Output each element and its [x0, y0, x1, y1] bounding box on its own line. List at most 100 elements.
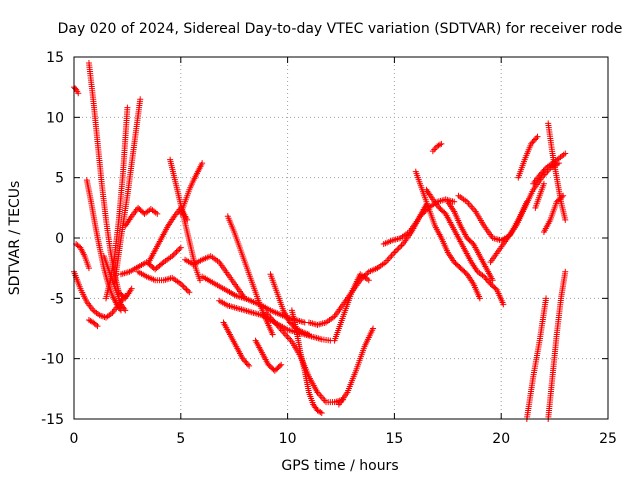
data-point [122, 307, 129, 314]
chart-title: Day 020 of 2024, Sidereal Day-to-day VTE… [58, 21, 623, 37]
data-point [197, 277, 204, 284]
x-tick-label: 15 [385, 431, 403, 447]
data-point [537, 170, 544, 177]
series-arc-42 [545, 268, 569, 422]
y-tick-label: -5 [50, 291, 64, 307]
data-point [179, 282, 186, 289]
data-point [560, 192, 567, 199]
data-point [531, 136, 538, 143]
series-arc-33 [444, 198, 496, 284]
data-point [172, 250, 179, 257]
series-arc-06 [85, 317, 101, 330]
data-point [562, 216, 569, 223]
data-point [540, 167, 547, 174]
x-tick-label: 25 [599, 431, 617, 447]
x-tick-label: 20 [492, 431, 510, 447]
x-axis-title: GPS time / hours [281, 458, 398, 474]
data-point [534, 133, 541, 140]
data-point [395, 245, 402, 252]
data-point [269, 331, 276, 338]
data-point [543, 295, 550, 302]
series-arc-40 [532, 180, 547, 211]
series-arc-22 [263, 309, 347, 406]
data-point [183, 286, 190, 293]
data-point [364, 270, 371, 277]
series-arc-16 [182, 253, 248, 302]
data-point [486, 279, 493, 286]
data-point [186, 289, 193, 296]
x-tick-label: 10 [279, 431, 297, 447]
series-arc-32 [429, 140, 445, 155]
data-point [72, 85, 79, 92]
data-point [436, 141, 443, 148]
data-point [93, 321, 100, 328]
data-point [530, 137, 537, 144]
series-arc-03 [73, 241, 92, 272]
data-point [246, 362, 253, 369]
data-point [562, 268, 569, 275]
series-arc-24 [267, 271, 312, 338]
series-arc-12 [145, 204, 191, 266]
data-point [476, 295, 483, 302]
series-arc-20 [224, 213, 276, 338]
data-point [94, 323, 101, 330]
data-point [536, 172, 543, 179]
data-point [177, 280, 184, 287]
data-point [541, 166, 548, 173]
data-point [241, 357, 248, 364]
y-tick-label: 10 [46, 110, 64, 126]
series-arc-39 [540, 192, 567, 235]
data-point [184, 287, 191, 294]
data-point [170, 251, 177, 258]
data-point [276, 362, 283, 369]
data-point [173, 248, 180, 255]
data-point [500, 301, 507, 308]
data-point [242, 358, 249, 365]
series-arc-31 [423, 186, 507, 308]
data-point [174, 247, 181, 254]
data-point [438, 140, 445, 147]
data-point [180, 283, 187, 290]
data-point [484, 277, 491, 284]
data-point [182, 285, 189, 292]
data-point [244, 361, 251, 368]
data-point [305, 331, 312, 338]
data-points [71, 60, 569, 422]
axis-ticks: 0 5 10 15 20 25 -15 -10 -5 0 5 10 15 [41, 50, 617, 447]
data-point [483, 276, 490, 283]
data-point [492, 285, 499, 292]
y-tick-label: 5 [55, 171, 64, 187]
data-point [397, 243, 404, 250]
y-tick-label: -15 [41, 412, 64, 428]
series-arc-19 [220, 319, 253, 369]
data-point [159, 260, 166, 267]
series-arc-09 [111, 96, 144, 287]
data-point [540, 180, 547, 187]
data-point [481, 273, 488, 280]
y-tick-label: -10 [41, 352, 64, 368]
series-arc-26 [335, 325, 377, 408]
data-point [489, 277, 496, 284]
data-point [278, 361, 285, 368]
data-point [239, 355, 246, 362]
data-point [451, 198, 458, 205]
data-point [394, 246, 401, 253]
series-arc-15 [135, 268, 193, 296]
data-point [365, 277, 372, 284]
series-arc-08 [103, 104, 131, 302]
series-arc-30 [412, 168, 483, 302]
data-point [392, 248, 399, 255]
data-point [85, 265, 92, 272]
x-tick-label: 0 [70, 431, 79, 447]
data-point [75, 90, 82, 97]
data-point [529, 139, 536, 146]
data-point [539, 169, 546, 176]
data-point [398, 242, 405, 249]
data-point [533, 135, 540, 142]
series-arc-14 [177, 160, 206, 217]
series-arc-38 [530, 150, 569, 187]
data-point [370, 325, 377, 332]
y-tick-label: 0 [55, 231, 64, 247]
series-arc-27 [331, 271, 372, 344]
